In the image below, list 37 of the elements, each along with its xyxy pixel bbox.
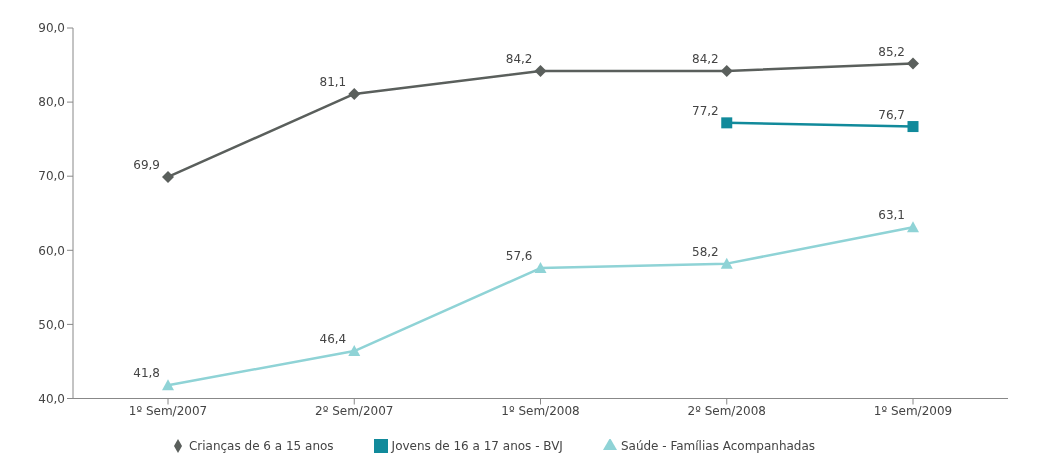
point	[720, 257, 733, 269]
data-label: 58,2	[692, 244, 719, 259]
x-tick-label: 2º Sem/2007	[315, 404, 394, 419]
data-label: 81,1	[319, 74, 347, 89]
x-tick-label: 1º Sem/2008	[501, 404, 580, 419]
y-tick-label: 90,0	[38, 21, 65, 36]
data-label: 46,4	[319, 332, 347, 347]
x-tick-label: 1º Sem/2009	[873, 404, 953, 419]
y-tick-label: 70,0	[38, 169, 65, 184]
point	[721, 117, 733, 129]
y-tick-label: 40,0	[38, 391, 65, 406]
data-label: 77,2	[692, 103, 719, 118]
x-tick-label: 2º Sem/2008	[687, 404, 766, 419]
point	[162, 379, 174, 391]
legend-label: Jovens de 16 a 17 anos - BVJ	[391, 438, 563, 453]
point	[348, 345, 361, 357]
point	[534, 262, 547, 274]
data-label: 41,8	[133, 366, 160, 381]
data-label: 84,2	[692, 51, 719, 66]
y-tick-label: 60,0	[38, 243, 65, 258]
data-label: 69,9	[133, 157, 160, 172]
y-tick-label: 50,0	[38, 317, 65, 332]
data-label: 85,2	[878, 44, 905, 59]
point	[348, 87, 361, 100]
point	[907, 57, 919, 70]
x-tick-label: 1º Sem/2007	[128, 404, 208, 419]
data-label: 84,2	[505, 51, 533, 66]
legend-label: Saúde - Famílias Acompanhadas	[620, 438, 816, 453]
point	[907, 221, 919, 233]
point	[534, 64, 547, 77]
point	[907, 121, 919, 133]
data-label: 57,6	[505, 249, 533, 264]
data-label: 63,1	[878, 208, 905, 223]
y-tick-label: 80,0	[38, 95, 65, 110]
data-label: 76,7	[878, 107, 905, 122]
point	[162, 170, 174, 183]
legend-label: Crianças de 6 a 15 anos	[188, 438, 334, 453]
